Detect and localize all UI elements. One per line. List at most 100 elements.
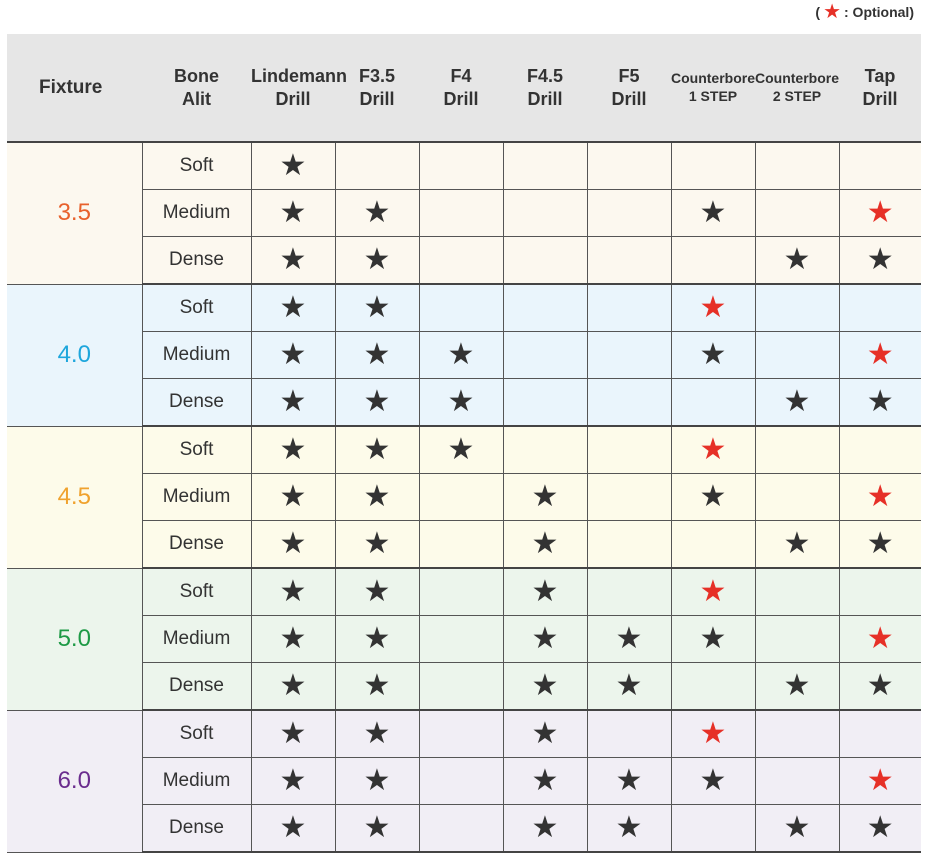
mark-cell: ★ bbox=[838, 331, 921, 379]
mark-cell bbox=[586, 283, 672, 332]
mark-cell: ★ bbox=[502, 804, 588, 853]
mark-cell bbox=[418, 520, 504, 569]
table-row: Medium ★ ★ ★ ★ ★ bbox=[7, 473, 921, 521]
mark-cell: ★ bbox=[334, 709, 420, 758]
mark-cell: ★ bbox=[502, 473, 588, 521]
mark-cell: ★ bbox=[334, 567, 420, 616]
mark-cell bbox=[670, 236, 756, 285]
required-star-icon: ★ bbox=[279, 575, 307, 608]
mark-cell bbox=[586, 141, 672, 190]
mark-cell: ★ bbox=[670, 567, 756, 616]
mark-cell bbox=[418, 757, 504, 805]
mark-cell: ★ bbox=[334, 473, 420, 521]
mark-cell bbox=[586, 520, 672, 569]
mark-cell: ★ bbox=[838, 236, 921, 285]
table-row: Dense ★ ★ ★ ★ ★ bbox=[7, 378, 921, 427]
mark-cell bbox=[418, 709, 504, 758]
mark-cell: ★ bbox=[838, 473, 921, 521]
header-f3-5-drill: F3.5 Drill bbox=[335, 34, 419, 142]
star-icon: ★ bbox=[823, 1, 841, 23]
table-row: 6.0 Soft ★ ★ ★ ★ bbox=[7, 709, 921, 853]
mark-cell bbox=[334, 141, 420, 190]
header-tap-drill: Tap Drill bbox=[839, 34, 921, 142]
required-star-icon: ★ bbox=[279, 480, 307, 513]
required-star-icon: ★ bbox=[279, 291, 307, 324]
required-star-icon: ★ bbox=[699, 338, 727, 371]
mark-cell: ★ bbox=[250, 425, 336, 474]
required-star-icon: ★ bbox=[279, 527, 307, 560]
required-star-icon: ★ bbox=[363, 811, 391, 844]
mark-cell: ★ bbox=[670, 473, 756, 521]
table-row: Medium ★ ★ ★ ★ ★ ★ bbox=[7, 757, 921, 805]
mark-cell: ★ bbox=[250, 236, 336, 285]
bone-density: Soft bbox=[141, 425, 252, 474]
mark-cell: ★ bbox=[838, 662, 921, 711]
bone-density: Dense bbox=[141, 378, 252, 427]
optional-star-icon: ★ bbox=[699, 717, 727, 750]
mark-cell bbox=[754, 283, 840, 332]
mark-cell: ★ bbox=[250, 567, 336, 616]
required-star-icon: ★ bbox=[279, 622, 307, 655]
mark-cell: ★ bbox=[250, 520, 336, 569]
bone-density: Medium bbox=[141, 331, 252, 379]
header-fixture: Fixture bbox=[7, 34, 142, 142]
fixture-size: 4.0 bbox=[7, 283, 143, 427]
required-star-icon: ★ bbox=[783, 669, 811, 702]
required-star-icon: ★ bbox=[279, 243, 307, 276]
mark-cell bbox=[586, 331, 672, 379]
legend-open-paren: ( bbox=[815, 4, 821, 20]
table-row: 3.5 Soft ★ bbox=[7, 141, 921, 285]
mark-cell: ★ bbox=[502, 567, 588, 616]
mark-cell bbox=[418, 473, 504, 521]
mark-cell bbox=[418, 236, 504, 285]
required-star-icon: ★ bbox=[279, 669, 307, 702]
mark-cell bbox=[670, 804, 756, 853]
required-star-icon: ★ bbox=[699, 196, 727, 229]
mark-cell bbox=[754, 141, 840, 190]
mark-cell bbox=[838, 283, 921, 332]
header-counterbore-2-step: Counterbore 2 STEP bbox=[755, 34, 839, 142]
bone-density: Medium bbox=[141, 189, 252, 237]
required-star-icon: ★ bbox=[699, 622, 727, 655]
required-star-icon: ★ bbox=[531, 669, 559, 702]
required-star-icon: ★ bbox=[783, 527, 811, 560]
required-star-icon: ★ bbox=[363, 243, 391, 276]
fixture-size: 5.0 bbox=[7, 567, 143, 711]
table-row: 5.0 Soft ★ ★ ★ ★ bbox=[7, 567, 921, 711]
optional-star-icon: ★ bbox=[699, 291, 727, 324]
mark-cell: ★ bbox=[250, 141, 336, 190]
mark-cell: ★ bbox=[754, 662, 840, 711]
mark-cell bbox=[418, 189, 504, 237]
bone-density: Dense bbox=[141, 520, 252, 569]
header-f5-drill: F5 Drill bbox=[587, 34, 671, 142]
bone-density: Soft bbox=[141, 141, 252, 190]
mark-cell bbox=[754, 473, 840, 521]
required-star-icon: ★ bbox=[783, 811, 811, 844]
table-row: Dense ★ ★ ★ ★ bbox=[7, 236, 921, 285]
mark-cell: ★ bbox=[334, 189, 420, 237]
mark-cell: ★ bbox=[754, 378, 840, 427]
mark-cell: ★ bbox=[502, 662, 588, 711]
required-star-icon: ★ bbox=[866, 669, 894, 702]
mark-cell: ★ bbox=[502, 757, 588, 805]
mark-cell bbox=[502, 378, 588, 427]
table-row: 4.0 Soft ★ ★ ★ bbox=[7, 283, 921, 427]
mark-cell bbox=[838, 425, 921, 474]
optional-legend: ( ★ : Optional) bbox=[815, 2, 914, 22]
mark-cell bbox=[586, 189, 672, 237]
required-star-icon: ★ bbox=[363, 291, 391, 324]
required-star-icon: ★ bbox=[279, 196, 307, 229]
mark-cell: ★ bbox=[586, 615, 672, 663]
required-star-icon: ★ bbox=[363, 669, 391, 702]
mark-cell: ★ bbox=[334, 331, 420, 379]
mark-cell bbox=[502, 236, 588, 285]
mark-cell bbox=[670, 141, 756, 190]
mark-cell: ★ bbox=[670, 615, 756, 663]
mark-cell bbox=[754, 757, 840, 805]
table-row: Dense ★ ★ ★ ★ ★ bbox=[7, 520, 921, 569]
required-star-icon: ★ bbox=[615, 811, 643, 844]
mark-cell bbox=[586, 567, 672, 616]
table-row: Medium ★ ★ ★ ★ ★ bbox=[7, 331, 921, 379]
mark-cell: ★ bbox=[250, 757, 336, 805]
required-star-icon: ★ bbox=[699, 480, 727, 513]
